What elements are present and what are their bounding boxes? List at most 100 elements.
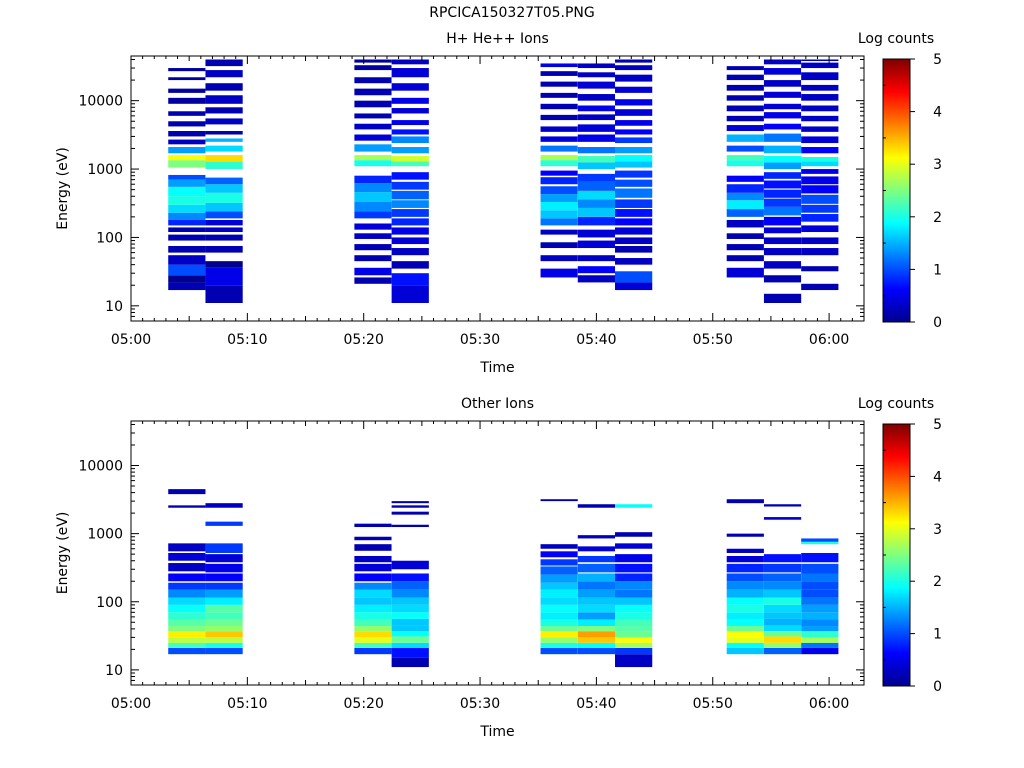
heatmap-cell	[205, 543, 243, 553]
heatmap-cell	[763, 103, 802, 110]
heatmap-cell	[801, 105, 839, 112]
heatmap-cell	[354, 555, 392, 563]
x-tick-label: 05:40	[576, 332, 616, 348]
heatmap-cell	[354, 255, 392, 262]
heatmap-cell	[540, 177, 578, 185]
figure-title: RPCICA150327T05.PNG	[429, 5, 595, 21]
spectrum-column	[540, 63, 578, 278]
heatmap-cell	[354, 563, 392, 572]
heatmap-cell	[540, 210, 578, 219]
heatmap-cell	[540, 268, 578, 278]
heatmap-cell	[168, 505, 206, 508]
heatmap-cell	[391, 642, 429, 648]
heatmap-cell	[205, 227, 243, 233]
heatmap-cell	[615, 109, 653, 116]
heatmap-cell	[577, 546, 616, 552]
heatmap-cell	[391, 505, 429, 508]
heatmap-cell	[763, 275, 802, 283]
heatmap-cell	[577, 604, 616, 613]
heatmap-cell	[354, 573, 392, 582]
colorbar-tick-label: 5	[933, 52, 942, 68]
heatmap-cell	[540, 619, 578, 627]
heatmap-cell	[168, 589, 206, 598]
x-tick-label: 05:20	[344, 696, 384, 712]
heatmap-cell	[763, 293, 802, 303]
heatmap-cell	[205, 184, 243, 193]
heatmap-cell	[391, 631, 429, 637]
x-tick-label: 06:00	[809, 696, 849, 712]
heatmap-cell	[615, 188, 653, 198]
heatmap-cell	[540, 637, 578, 643]
heatmap-cell	[615, 642, 653, 648]
heatmap-cell	[391, 560, 429, 570]
heatmap-cell	[354, 59, 392, 63]
heatmap-cell	[540, 160, 578, 167]
heatmap-cell	[615, 170, 653, 178]
heatmap-cell	[354, 277, 392, 284]
heatmap-cell	[763, 68, 802, 75]
heatmap-cell	[763, 248, 802, 256]
heatmap-cell	[615, 199, 653, 208]
heatmap-cell	[763, 504, 802, 507]
colorbar-tick-label: 3	[933, 157, 942, 173]
heatmap-cell	[726, 555, 764, 563]
heatmap-cell	[354, 267, 392, 276]
heatmap-cell	[577, 114, 616, 121]
x-tick-label: 05:40	[576, 696, 616, 712]
heatmap-cell	[726, 626, 764, 632]
heatmap-cell	[726, 563, 764, 573]
heatmap-cell	[168, 255, 206, 265]
heatmap-cell	[205, 631, 243, 638]
heatmap-cell	[391, 147, 429, 154]
heatmap-cell	[205, 118, 243, 125]
heatmap-cell	[391, 190, 429, 200]
x-tick-label: 05:50	[693, 332, 733, 348]
y-tick-label: 100	[96, 595, 123, 611]
heatmap-cell	[801, 72, 839, 81]
heatmap-cell	[577, 597, 616, 605]
heatmap-cell	[354, 612, 392, 620]
heatmap-cell	[354, 88, 392, 96]
colorbar-tick-label: 5	[933, 417, 942, 433]
heatmap-cell	[726, 66, 764, 71]
heatmap-cell	[615, 99, 653, 106]
heatmap-cell	[726, 573, 764, 582]
heatmap-cell	[391, 589, 429, 598]
heatmap-cell	[763, 261, 802, 269]
y-tick-label: 10	[105, 299, 123, 315]
heatmap-cell	[168, 597, 206, 605]
heatmap-cell	[801, 147, 839, 154]
heatmap-cell	[168, 637, 206, 643]
heatmap-cell	[577, 162, 616, 170]
heatmap-cell	[168, 612, 206, 620]
heatmap-cell	[540, 255, 578, 262]
heatmap-cell	[354, 233, 392, 239]
heatmap-cell	[801, 248, 839, 256]
heatmap-cell	[391, 636, 429, 643]
heatmap-cell	[801, 573, 839, 582]
heatmap-cell	[577, 207, 616, 217]
heatmap-cell	[354, 536, 392, 541]
heatmap-cell	[540, 647, 578, 655]
heatmap-cell	[354, 223, 392, 230]
heatmap-cell	[354, 523, 392, 528]
heatmap-cell	[168, 196, 206, 205]
colorbar-tick-label: 1	[933, 627, 942, 643]
heatmap-cell	[205, 604, 243, 613]
heatmap-cell	[726, 631, 764, 638]
heatmap-cell	[615, 155, 653, 162]
heatmap-cell	[726, 637, 764, 643]
heatmap-cell	[801, 194, 839, 204]
heatmap-cell	[577, 173, 616, 182]
heatmap-cell	[726, 244, 764, 251]
heatmap-cell	[205, 202, 243, 212]
heatmap-cell	[168, 626, 206, 632]
heatmap-cell	[615, 647, 653, 655]
heatmap-cell	[168, 647, 206, 655]
y-tick-label: 10	[105, 663, 123, 679]
y-tick-label: 10000	[78, 94, 123, 110]
heatmap-cell	[763, 597, 802, 605]
heatmap-cell	[205, 647, 243, 655]
heatmap-cell	[168, 77, 206, 81]
